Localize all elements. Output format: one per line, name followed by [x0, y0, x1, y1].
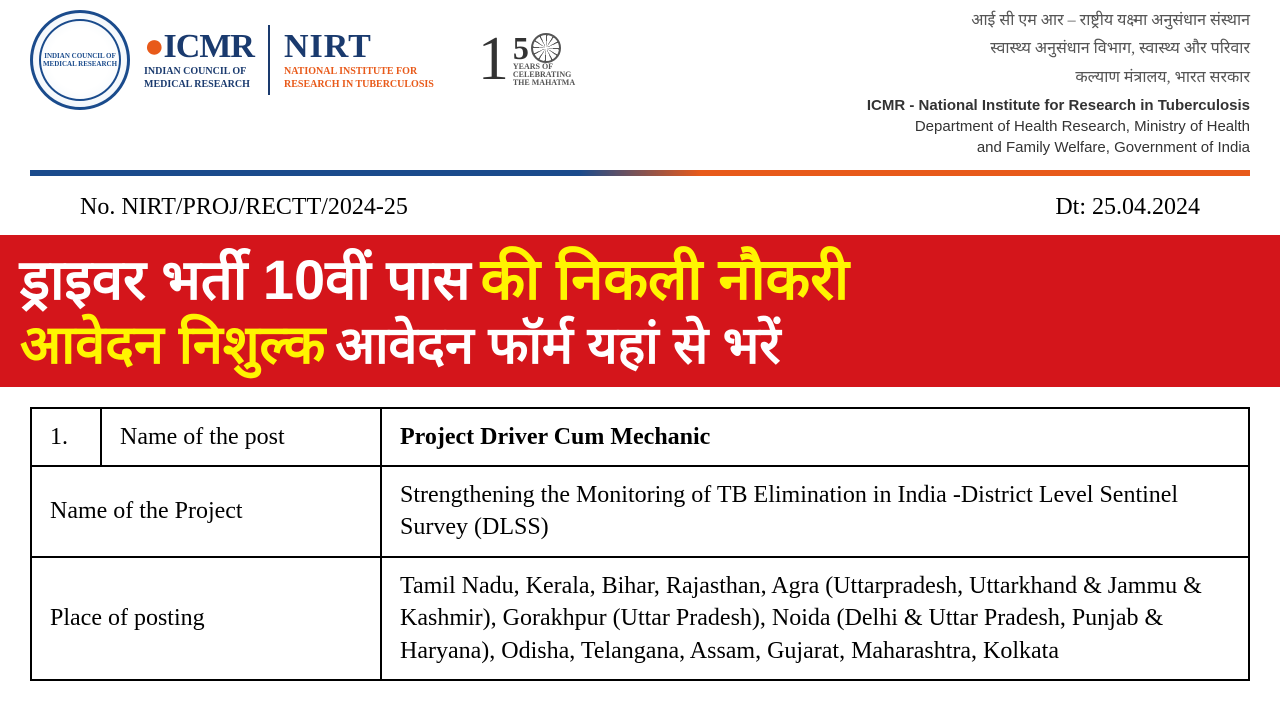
- row-number: 1.: [31, 408, 101, 466]
- table-row: Name of the Project Strengthening the Mo…: [31, 466, 1249, 557]
- organization-info: आई सी एम आर – राष्ट्रीय यक्ष्मा अनुसंधान…: [867, 10, 1250, 158]
- org-hindi-line-1: आई सी एम आर – राष्ट्रीय यक्ष्मा अनुसंधान…: [867, 10, 1250, 32]
- logo-cluster: INDIAN COUNCIL OF MEDICAL RESEARCH ●ICMR…: [30, 10, 575, 110]
- post-details-table: 1. Name of the post Project Driver Cum M…: [30, 407, 1250, 681]
- row-label: Name of the Project: [31, 466, 381, 557]
- icmr-subtitle-1: INDIAN COUNCIL OF: [144, 66, 246, 77]
- org-hindi-line-2: स्वास्थ्य अनुसंधान विभाग, स्वास्थ्य और प…: [867, 38, 1250, 60]
- table-row: 1. Name of the post Project Driver Cum M…: [31, 408, 1249, 466]
- chakra-icon: [531, 33, 561, 63]
- org-english-line-3: and Family Welfare, Government of India: [867, 137, 1250, 158]
- banner-text-1a: ड्राइवर भर्ती 10वीं पास: [20, 248, 471, 312]
- banner-text-1b: की निकली नौकरी: [481, 247, 849, 314]
- nirt-logo-block: NIRT NATIONAL INSTITUTE FOR RESEARCH IN …: [284, 30, 434, 90]
- org-english-line-1: ICMR - National Institute for Research i…: [867, 95, 1250, 116]
- row-value: Strengthening the Monitoring of TB Elimi…: [381, 466, 1249, 557]
- org-hindi-line-3: कल्याण मंत्रालय, भारत सरकार: [867, 67, 1250, 89]
- reference-line: No. NIRT/PROJ/RECTT/2024-25 Dt: 25.04.20…: [0, 194, 1280, 235]
- row-label: Place of posting: [31, 557, 381, 680]
- vertical-divider-icon: [268, 25, 270, 95]
- nirt-subtitle-2: RESEARCH IN TUBERCULOSIS: [284, 79, 434, 90]
- banner-row-2: आवेदन निशुल्क आवेदन फॉर्म यहां से भरें: [20, 314, 1260, 377]
- reference-date: Dt: 25.04.2024: [1055, 194, 1200, 221]
- mahatma-name: THE MAHATMA: [513, 79, 575, 87]
- icmr-logo-block: ●ICMR INDIAN COUNCIL OF MEDICAL RESEARCH: [144, 30, 254, 90]
- announcement-banner: ड्राइवर भर्ती 10वीं पास की निकली नौकरी आ…: [0, 235, 1280, 386]
- mahatma-right-block: 5 YEARS OF CELEBRATING THE MAHATMA: [513, 33, 575, 87]
- mahatma-50-row: 5: [513, 33, 575, 63]
- org-english-line-2: Department of Health Research, Ministry …: [867, 116, 1250, 137]
- icmr-subtitle-2: MEDICAL RESEARCH: [144, 79, 250, 90]
- document-header: INDIAN COUNCIL OF MEDICAL RESEARCH ●ICMR…: [0, 0, 1280, 166]
- icmr-text: ICMR: [164, 28, 254, 65]
- row-value: Project Driver Cum Mechanic: [381, 408, 1249, 466]
- header-divider-bar: [30, 170, 1250, 176]
- banner-text-2a: आवेदन निशुल्क: [20, 314, 325, 376]
- nirt-subtitle-1: NATIONAL INSTITUTE FOR: [284, 66, 434, 77]
- row-value: Tamil Nadu, Kerala, Bihar, Rajasthan, Ag…: [381, 557, 1249, 680]
- mahatma-digit-1: 1: [478, 35, 509, 85]
- reference-number: No. NIRT/PROJ/RECTT/2024-25: [80, 194, 408, 221]
- banner-text-2b: आवेदन फॉर्म यहां से भरें: [335, 317, 780, 377]
- icmr-emblem-icon: INDIAN COUNCIL OF MEDICAL RESEARCH: [30, 10, 130, 110]
- emblem-label: INDIAN COUNCIL OF MEDICAL RESEARCH: [33, 52, 127, 69]
- mahatma-digit-5: 5: [513, 34, 529, 63]
- table-row: Place of posting Tamil Nadu, Kerala, Bih…: [31, 557, 1249, 680]
- mahatma-150-logo: 1 5 YEARS OF CELEBRATING THE MAHATMA: [478, 33, 575, 87]
- icmr-wordmark: ●ICMR: [144, 30, 254, 64]
- banner-row-1: ड्राइवर भर्ती 10वीं पास की निकली नौकरी: [20, 247, 1260, 314]
- row-label: Name of the post: [101, 408, 381, 466]
- nirt-wordmark: NIRT: [284, 30, 434, 64]
